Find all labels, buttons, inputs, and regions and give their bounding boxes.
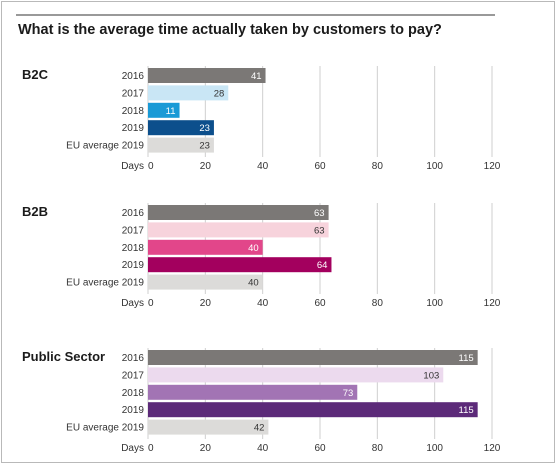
row-label: 2017 — [122, 370, 145, 381]
row-label: 2017 — [122, 88, 145, 99]
tick-label: 0 — [148, 298, 154, 309]
value-label: 64 — [317, 260, 328, 271]
row-label: 2018 — [122, 106, 145, 117]
bar — [148, 274, 263, 290]
tick-label: 60 — [314, 298, 326, 309]
row-label: 2018 — [122, 388, 145, 399]
value-label: 28 — [214, 88, 225, 99]
row-label: 2016 — [122, 71, 145, 82]
value-label: 103 — [423, 370, 439, 381]
bar — [148, 402, 478, 418]
value-label: 23 — [199, 123, 210, 134]
tick-label: 60 — [314, 443, 326, 454]
row-label: 2017 — [122, 225, 145, 236]
axis-label: Days — [121, 443, 144, 454]
value-label: 63 — [314, 225, 325, 236]
value-label: 115 — [459, 353, 474, 364]
row-label: 2019 — [122, 405, 145, 416]
bar — [148, 222, 329, 238]
tick-label: 80 — [372, 298, 384, 309]
panel-b2c: B2C 2016 41 2017 28 2018 11 2019 23 EU average 20… — [22, 66, 501, 172]
tick-label: 20 — [200, 298, 212, 309]
value-label: 23 — [199, 141, 210, 152]
row-label: 2019 — [122, 260, 145, 271]
bar — [148, 257, 332, 273]
panels: B2C 2016 41 2017 28 2018 11 2019 23 EU average 20… — [22, 66, 501, 454]
bar — [148, 205, 329, 220]
tick-label: 20 — [200, 161, 212, 172]
tick-label: 120 — [484, 298, 501, 309]
panel-public-sector: Public Sector 2016 115 2017 103 2018 73 2019 115… — [22, 348, 501, 454]
tick-label: 0 — [148, 161, 154, 172]
value-label: 42 — [254, 423, 265, 434]
tick-label: 120 — [484, 161, 501, 172]
bar — [148, 350, 478, 365]
value-label: 73 — [343, 388, 354, 399]
value-label: 63 — [314, 208, 325, 219]
tick-label: 100 — [426, 443, 443, 454]
row-label: 2019 — [122, 123, 145, 134]
chart-title: What is the average time actually taken … — [18, 22, 442, 38]
value-label: 41 — [251, 71, 262, 82]
row-label: EU average 2019 — [66, 141, 144, 152]
row-label: 2018 — [122, 243, 145, 254]
tick-label: 100 — [426, 161, 443, 172]
bar — [148, 102, 180, 118]
tick-label: 120 — [484, 443, 501, 454]
panel-title: B2B — [22, 204, 48, 219]
bar — [148, 68, 266, 83]
row-label: EU average 2019 — [66, 423, 144, 434]
tick-label: 80 — [372, 161, 384, 172]
tick-label: 40 — [257, 161, 269, 172]
tick-label: 80 — [372, 443, 384, 454]
value-label: 40 — [248, 243, 259, 254]
bar — [148, 384, 358, 400]
panel-b2b: B2B 2016 63 2017 63 2018 40 2019 64 EU average 20… — [22, 203, 501, 309]
tick-label: 100 — [426, 298, 443, 309]
value-label: 11 — [166, 106, 176, 117]
row-label: 2016 — [122, 353, 145, 364]
panel-title: B2C — [22, 67, 49, 82]
panel-title: Public Sector — [22, 349, 105, 364]
axis-label: Days — [121, 161, 144, 172]
tick-label: 40 — [257, 298, 269, 309]
bar — [148, 419, 269, 435]
row-label: EU average 2019 — [66, 278, 144, 289]
row-label: 2016 — [122, 208, 145, 219]
tick-label: 40 — [257, 443, 269, 454]
tick-label: 0 — [148, 443, 154, 454]
tick-label: 60 — [314, 161, 326, 172]
bar — [148, 85, 229, 101]
tick-label: 20 — [200, 443, 212, 454]
bar — [148, 239, 263, 255]
value-label: 115 — [459, 405, 474, 416]
bar — [148, 120, 214, 136]
bar — [148, 137, 214, 153]
axis-label: Days — [121, 298, 144, 309]
bar — [148, 367, 444, 383]
value-label: 40 — [248, 278, 259, 289]
